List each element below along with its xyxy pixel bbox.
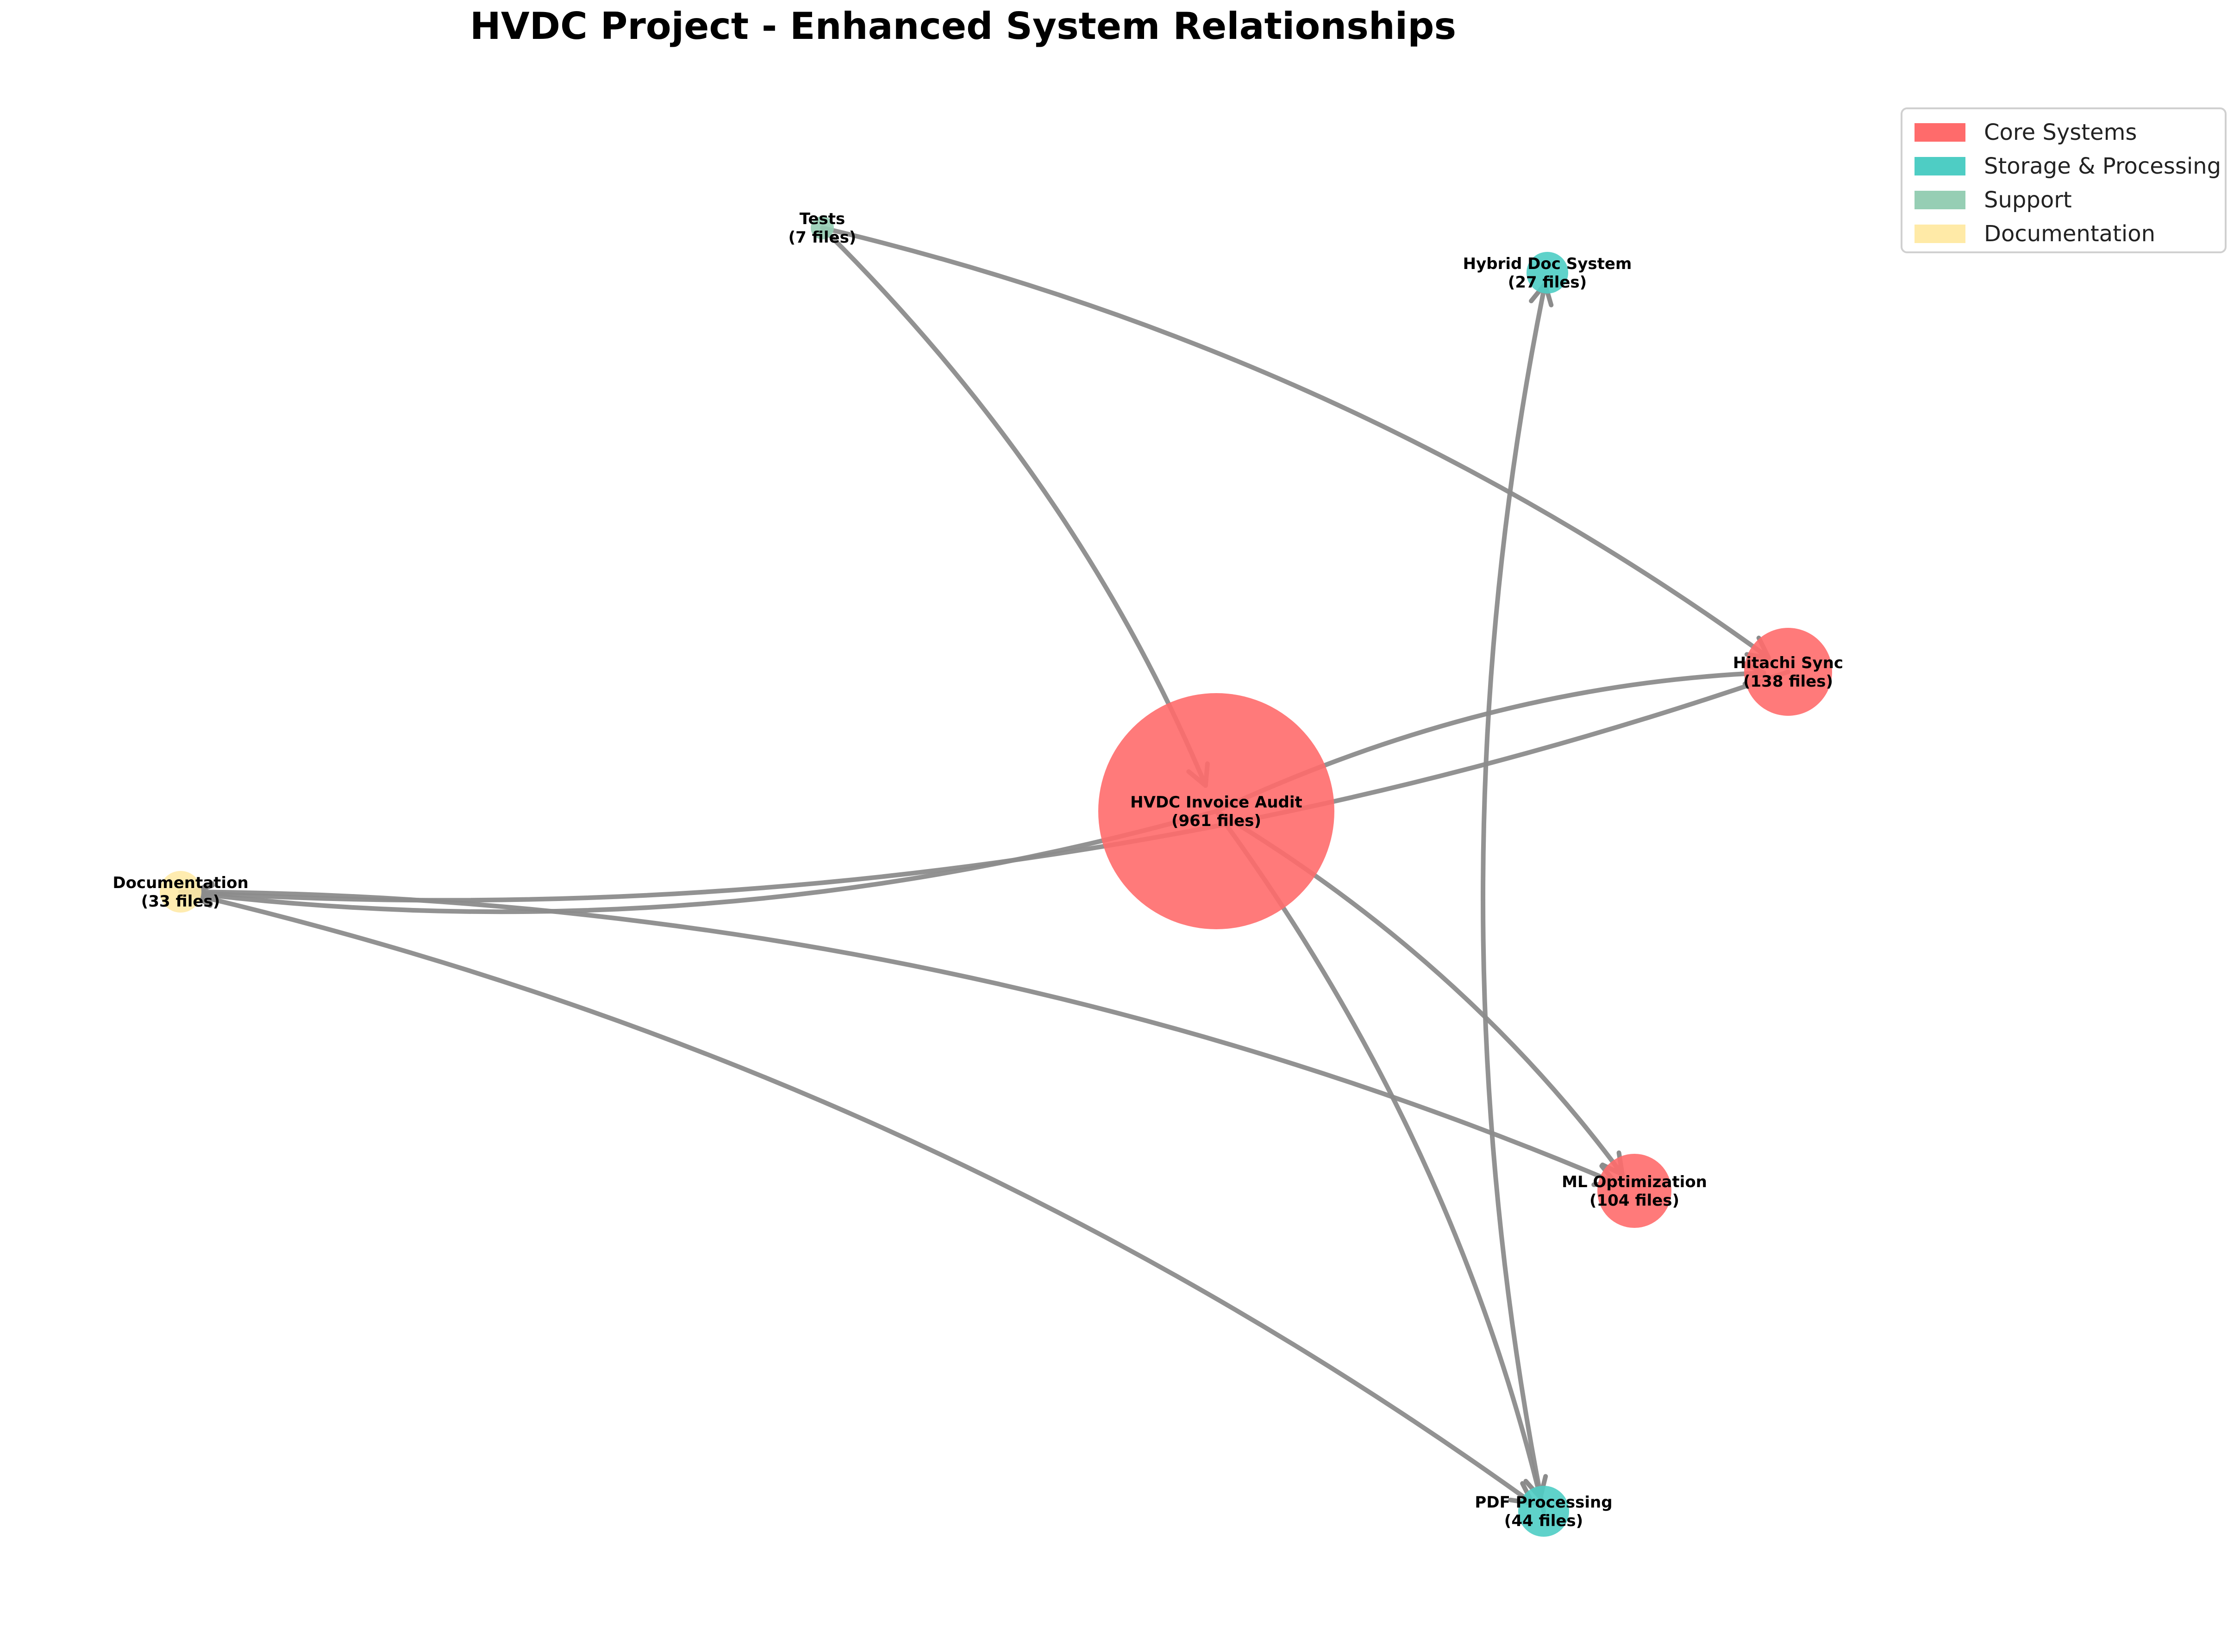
- legend: Core Systems Storage & Processing Suppor…: [1901, 107, 2227, 253]
- node-label-pdf-processing: PDF Processing (44 files): [1475, 1493, 1612, 1530]
- legend-swatch-documentation: [1915, 225, 1965, 243]
- node-hvdc-invoice-audit[interactable]: [1098, 693, 1334, 929]
- nodes-layer: [160, 216, 1832, 1537]
- edge-docs-to-pdf: [178, 889, 1535, 1506]
- node-name-documentation: Documentation: [113, 874, 248, 892]
- node-label-tests: Tests (7 files): [788, 210, 857, 247]
- node-name-hybrid-doc-system: Hybrid Doc System: [1463, 255, 1632, 273]
- diagram-title: HVDC Project - Enhanced System Relations…: [469, 5, 1457, 48]
- node-label-hvdc-invoice-audit: HVDC Invoice Audit (961 files): [1130, 793, 1302, 830]
- node-files-ml-optimization: (104 files): [1589, 1191, 1679, 1210]
- node-files-documentation: (33 files): [141, 892, 220, 911]
- legend-item-storage-processing: Storage & Processing: [1915, 152, 2221, 180]
- node-files-pdf-processing: (44 files): [1504, 1512, 1583, 1530]
- edge-tests-to-hvdc: [820, 225, 1208, 788]
- legend-label-support: Support: [1984, 187, 2072, 213]
- node-files-hybrid-doc-system: (27 files): [1508, 273, 1587, 292]
- node-documentation[interactable]: [160, 871, 201, 913]
- node-files-tests: (7 files): [788, 228, 857, 247]
- legend-swatch-storage-processing: [1915, 157, 1965, 175]
- legend-item-support: Support: [1915, 186, 2072, 214]
- node-label-ml-optimization: ML Optimization (104 files): [1562, 1173, 1707, 1210]
- node-name-ml-optimization: ML Optimization: [1562, 1173, 1707, 1191]
- node-name-tests: Tests: [800, 210, 845, 228]
- edge-docs-to-ml: [178, 889, 1618, 1185]
- node-hitachi-sync[interactable]: [1744, 628, 1832, 716]
- node-pdf-processing[interactable]: [1518, 1486, 1569, 1537]
- node-files-hvdc-invoice-audit: (961 files): [1171, 812, 1261, 830]
- node-name-hvdc-invoice-audit: HVDC Invoice Audit: [1130, 793, 1302, 812]
- legend-label-storage-processing: Storage & Processing: [1984, 153, 2221, 179]
- node-label-hitachi-sync: Hitachi Sync (138 files): [1733, 654, 1843, 691]
- legend-swatch-support: [1915, 191, 1965, 209]
- node-files-hitachi-sync: (138 files): [1743, 672, 1833, 691]
- legend-label-core-systems: Core Systems: [1984, 119, 2137, 145]
- legend-item-documentation: Documentation: [1915, 220, 2155, 248]
- node-name-hitachi-sync: Hitachi Sync: [1733, 654, 1843, 672]
- node-ml-optimization[interactable]: [1597, 1154, 1671, 1228]
- labels-layer: HVDC Invoice Audit (961 files) Hitachi Syn…: [113, 210, 1843, 1530]
- legend-item-core-systems: Core Systems: [1915, 119, 2137, 146]
- edge-pdf-to-hybrid: [1481, 282, 1548, 1514]
- node-label-documentation: Documentation (33 files): [113, 874, 248, 911]
- legend-label-documentation: Documentation: [1984, 221, 2156, 247]
- node-tests[interactable]: [811, 216, 834, 239]
- edge-tests-to-hitachi: [820, 225, 1771, 660]
- node-label-hybrid-doc-system: Hybrid Doc System (27 files): [1463, 255, 1632, 292]
- node-name-pdf-processing: PDF Processing: [1475, 1493, 1612, 1512]
- edges-layer: [178, 225, 1790, 1514]
- node-hybrid-doc-system[interactable]: [1527, 252, 1568, 294]
- edge-hvdc-to-docs: [189, 809, 1219, 914]
- legend-swatch-core-systems: [1915, 123, 1965, 142]
